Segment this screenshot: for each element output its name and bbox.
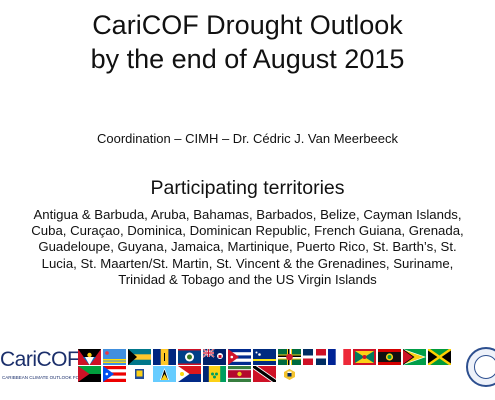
flag-aruba (103, 349, 126, 365)
flag-trinidad (253, 366, 276, 382)
flag-antigua (78, 349, 101, 365)
seal-center (474, 355, 495, 379)
flag-cuba (228, 349, 251, 365)
flag-puerto-rico (103, 366, 126, 382)
participating-heading: Participating territories (150, 177, 345, 199)
flag-belize (178, 349, 201, 365)
territories-list: Antigua & Barbuda, Aruba, Bahamas, Barba… (31, 207, 464, 287)
flag-st-lucia (153, 366, 176, 382)
logo-wordmark: CariCOF (0, 348, 80, 371)
flag-us-virgin-islands (278, 366, 301, 382)
flag-martinique (78, 366, 101, 382)
flag-bahamas (128, 349, 151, 365)
title-line-1: CariCOF Drought Outlook (92, 10, 403, 40)
organization-seal (466, 347, 495, 387)
flag-barbados (153, 349, 176, 365)
flag-st-barths (128, 366, 151, 382)
flag-st-vincent (203, 366, 226, 382)
flag-guyana (403, 349, 426, 365)
slide-title: CariCOF Drought Outlook by the end of Au… (0, 8, 495, 76)
flag-curacao (253, 349, 276, 365)
title-line-2: by the end of August 2015 (90, 44, 405, 74)
flag-strip (78, 349, 454, 400)
flag-grenada (353, 349, 376, 365)
flag-guadeloupe (378, 349, 401, 365)
flag-st-maarten (178, 366, 201, 382)
flag-jamaica (428, 349, 451, 365)
flag-france (328, 349, 351, 365)
caricof-logo: CariCOF CARIBBEAN CLIMATE OUTLOOK FORUM (0, 348, 89, 388)
flag-suriname (228, 366, 251, 382)
flag-dominican-republic (303, 349, 326, 365)
logo-subtext: CARIBBEAN CLIMATE OUTLOOK FORUM (2, 375, 90, 380)
coordination-line: Coordination – CIMH – Dr. Cédric J. Van … (96, 131, 399, 146)
flag-cayman (203, 349, 226, 365)
flag-dominica (278, 349, 301, 365)
